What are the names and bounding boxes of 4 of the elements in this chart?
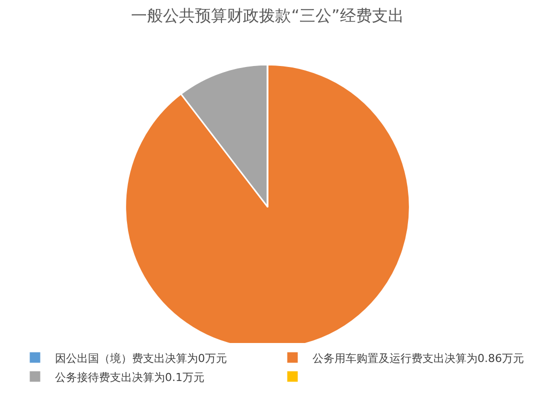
legend-label: 因公出国（境）费支出决算为0万元 — [55, 352, 227, 365]
legend-label: 公务接待费支出决算为0.1万元 — [55, 370, 204, 384]
legend-label: 公务用车购置及运行费支出决算为0.86万元 — [312, 352, 524, 365]
chart-title: 一般公共预算财政拨款“三公”经费支出 — [131, 6, 404, 26]
